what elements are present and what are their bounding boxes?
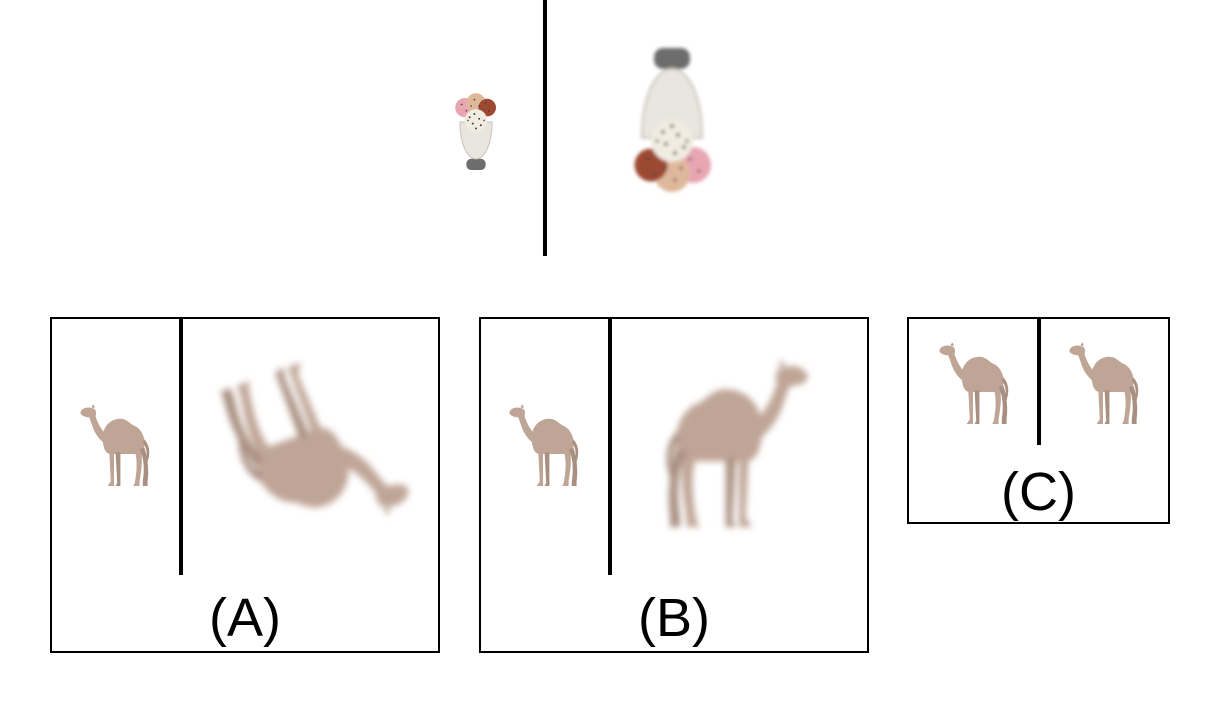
option-c-label: (C) — [1001, 462, 1076, 522]
option-b-panel[interactable]: (B) — [479, 317, 869, 653]
camel-icon — [939, 342, 1009, 424]
ice-cream-cup-icon — [454, 92, 497, 171]
option-a-divider — [179, 319, 183, 575]
camel-icon — [217, 342, 415, 556]
option-b-divider — [608, 319, 612, 575]
camel-icon — [80, 404, 150, 486]
ice-cream-cup-large-icon — [633, 46, 713, 194]
option-a-panel[interactable]: (A) — [50, 317, 440, 653]
camel-icon — [666, 359, 808, 527]
option-c-divider — [1037, 319, 1041, 445]
camel-icon — [509, 404, 579, 486]
reference-divider — [543, 0, 547, 256]
option-a-label: (A) — [209, 588, 281, 648]
option-c-panel[interactable]: (C) — [907, 317, 1170, 524]
option-b-label: (B) — [638, 588, 710, 648]
camel-icon — [1069, 342, 1139, 424]
